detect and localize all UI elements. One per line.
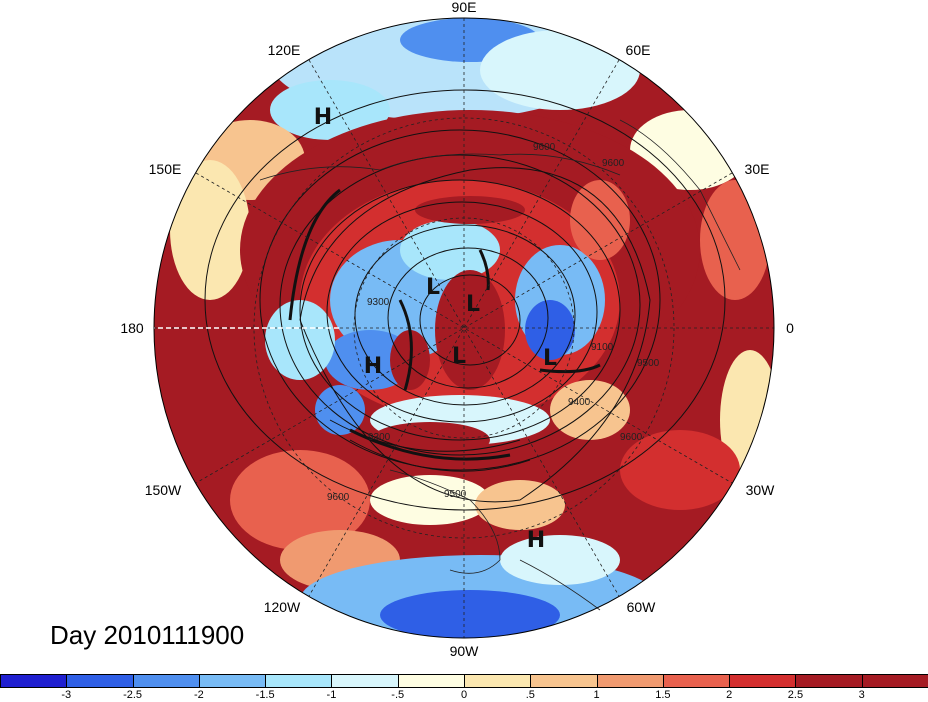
colorbar-swatch — [198, 674, 267, 688]
lon-label-90w: 90W — [450, 643, 480, 659]
lon-label-30e: 30E — [745, 161, 770, 177]
colorbar-tick-label: -1.5 — [255, 689, 275, 701]
polar-map: H L L L L H H 9300 9400 9500 9600 9600 9… — [120, 0, 794, 659]
colorbar-tick-label: -2.5 — [123, 689, 143, 701]
colorbar-swatch — [132, 674, 200, 688]
lon-label-150w: 150W — [145, 482, 182, 498]
colorbar-swatch — [464, 674, 532, 688]
contour-label: 9500 — [637, 358, 660, 369]
colorbar: -3 -2.5 -2 -1.5 -1 -.5 0 .5 1 1.5 2 2.5 3 — [0, 674, 928, 702]
lon-label-60e: 60E — [626, 42, 651, 58]
contour-label: 9600 — [620, 432, 643, 443]
contour-label: 9600 — [327, 492, 350, 503]
colorbar-swatch — [795, 674, 863, 688]
colorbar-swatch — [331, 674, 399, 688]
lon-label-30w: 30W — [746, 482, 776, 498]
low-center: L — [466, 292, 480, 317]
contour-label: 9100 — [591, 342, 614, 353]
map-border — [153, 17, 775, 639]
high-center: H — [527, 528, 545, 553]
colorbar-tick-label: 1 — [593, 689, 600, 701]
colorbar-tick-label: 1.5 — [655, 689, 671, 701]
colorbar-tick-label: -.5 — [391, 689, 405, 701]
lon-label-120e: 120E — [268, 42, 301, 58]
colorbar-swatch — [530, 674, 598, 688]
contour-label: 9600 — [533, 142, 556, 153]
colorbar-tick-label: 2.5 — [787, 689, 804, 701]
contour-label: 9400 — [568, 397, 591, 408]
colorbar-swatch — [861, 674, 928, 688]
colorbar-tick-label: .5 — [525, 689, 535, 701]
colorbar-swatch — [397, 674, 465, 688]
colorbar-tick-label: 0 — [460, 689, 468, 701]
lon-label-180: 180 — [120, 320, 144, 336]
colorbar-swatch — [265, 674, 333, 688]
colorbar-tick-label: -1 — [326, 689, 337, 701]
lon-label-150e: 150E — [149, 161, 182, 177]
contour-label: 9300 — [368, 432, 391, 443]
high-center: H — [314, 105, 332, 130]
low-center: L — [426, 275, 440, 300]
anomaly-field — [154, 18, 774, 638]
height-contours — [204, 89, 726, 511]
contour-label: 9500 — [444, 489, 467, 500]
lon-label-120w: 120W — [264, 599, 301, 615]
colorbar-swatch — [729, 674, 797, 688]
colorbar-swatch — [66, 674, 134, 688]
low-center: L — [452, 344, 466, 369]
lon-label-0: 0 — [786, 320, 794, 336]
low-center: L — [543, 346, 557, 371]
contour-label: 9300 — [367, 297, 390, 308]
colorbar-tick-label: 3 — [858, 689, 865, 701]
colorbar-tick-label: -2 — [193, 689, 204, 701]
colorbar-tick-label: -3 — [61, 689, 72, 701]
colorbar-tick-label: 2 — [726, 689, 733, 701]
colorbar-swatch — [596, 674, 664, 688]
colorbar-swatch — [0, 674, 68, 688]
lon-label-90e: 90E — [452, 0, 477, 15]
colorbar-swatch — [662, 674, 731, 688]
date-label: Day 2010111900 — [50, 620, 245, 650]
contour-label: 9600 — [602, 158, 625, 169]
coastlines — [259, 119, 741, 611]
high-center: H — [364, 354, 382, 379]
lon-label-60w: 60W — [627, 599, 657, 615]
